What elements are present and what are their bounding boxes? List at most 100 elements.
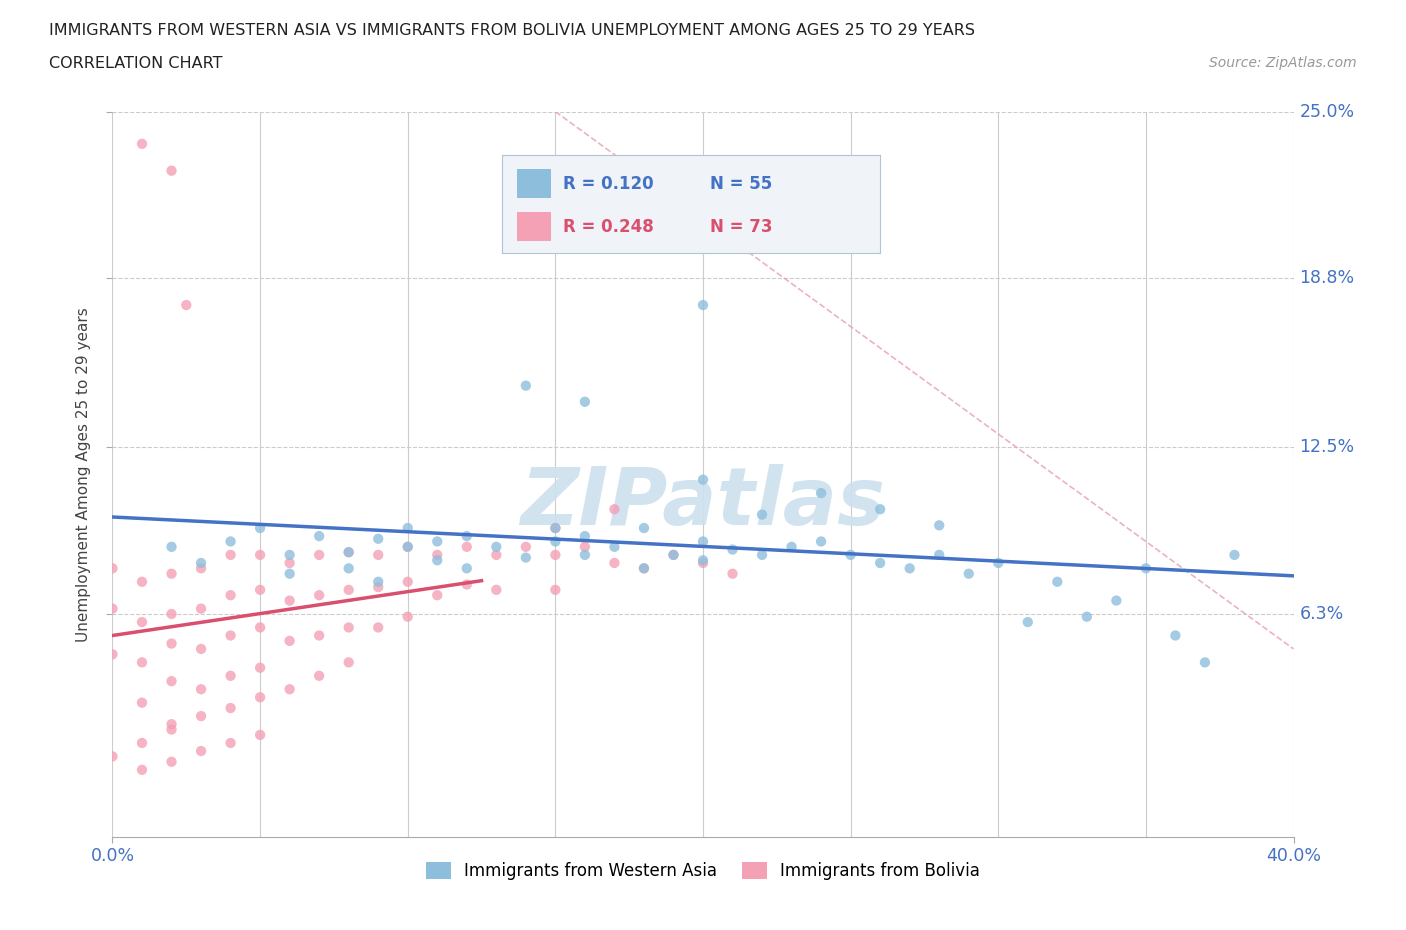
Point [633, 561, 655, 576]
Point [396, 521, 419, 536]
Point [160, 539, 183, 554]
Point [249, 727, 271, 742]
Point [160, 636, 183, 651]
Point [174, 298, 197, 312]
Point [337, 561, 360, 576]
Point [426, 588, 449, 603]
Point [249, 690, 271, 705]
Point [544, 521, 567, 536]
Y-axis label: Unemployment Among Ages 25 to 29 years: Unemployment Among Ages 25 to 29 years [76, 307, 91, 642]
Point [278, 633, 301, 648]
Point [544, 521, 567, 536]
Point [278, 682, 301, 697]
Point [308, 628, 330, 643]
Point [869, 555, 891, 570]
Point [219, 669, 242, 684]
Point [219, 588, 242, 603]
Point [396, 539, 419, 554]
Point [1105, 593, 1128, 608]
Point [692, 555, 714, 570]
Point [396, 539, 419, 554]
Point [692, 472, 714, 487]
Point [190, 601, 212, 616]
Point [603, 539, 626, 554]
Point [160, 722, 183, 737]
Point [692, 298, 714, 312]
Point [308, 528, 330, 543]
Text: 6.3%: 6.3% [1299, 605, 1344, 623]
Text: IMMIGRANTS FROM WESTERN ASIA VS IMMIGRANTS FROM BOLIVIA UNEMPLOYMENT AMONG AGES : IMMIGRANTS FROM WESTERN ASIA VS IMMIGRAN… [49, 23, 976, 38]
Point [426, 552, 449, 567]
Point [160, 164, 183, 179]
Point [810, 534, 832, 549]
Point [574, 539, 596, 554]
Point [1164, 628, 1187, 643]
Point [928, 518, 950, 533]
Point [367, 531, 389, 546]
Point [131, 575, 153, 590]
Point [485, 548, 508, 563]
Point [278, 548, 301, 563]
Point [160, 606, 183, 621]
Point [367, 579, 389, 594]
Point [101, 601, 124, 616]
Point [160, 673, 183, 688]
Point [308, 669, 330, 684]
Text: Source: ZipAtlas.com: Source: ZipAtlas.com [1209, 56, 1357, 70]
Point [1046, 575, 1069, 590]
Text: 12.5%: 12.5% [1299, 438, 1354, 457]
Point [485, 539, 508, 554]
Text: 25.0%: 25.0% [1299, 102, 1354, 121]
Point [456, 528, 478, 543]
Point [308, 548, 330, 563]
Point [160, 754, 183, 769]
Point [131, 137, 153, 152]
Point [928, 548, 950, 563]
Point [131, 655, 153, 670]
Point [131, 615, 153, 630]
Point [190, 561, 212, 576]
Point [101, 561, 124, 576]
Point [1135, 561, 1157, 576]
Point [456, 561, 478, 576]
Point [278, 555, 301, 570]
Point [190, 555, 212, 570]
Point [337, 545, 360, 560]
Point [603, 555, 626, 570]
Point [249, 548, 271, 563]
Point [810, 485, 832, 500]
Point [249, 582, 271, 597]
Point [219, 700, 242, 715]
Point [721, 566, 744, 581]
Point [515, 379, 537, 393]
Point [396, 609, 419, 624]
Point [898, 561, 921, 576]
Point [633, 561, 655, 576]
Point [1017, 615, 1039, 630]
Point [1194, 655, 1216, 670]
Point [692, 534, 714, 549]
Point [751, 548, 773, 563]
Point [574, 528, 596, 543]
Point [396, 575, 419, 590]
Legend: Immigrants from Western Asia, Immigrants from Bolivia: Immigrants from Western Asia, Immigrants… [419, 856, 987, 886]
Point [278, 566, 301, 581]
Point [190, 709, 212, 724]
Point [337, 582, 360, 597]
Point [219, 534, 242, 549]
Text: CORRELATION CHART: CORRELATION CHART [49, 56, 222, 71]
Point [662, 548, 685, 563]
Point [131, 736, 153, 751]
Point [160, 717, 183, 732]
Point [1223, 548, 1246, 563]
Point [1076, 609, 1098, 624]
Point [751, 507, 773, 522]
Point [780, 539, 803, 554]
Point [603, 502, 626, 517]
Text: 18.8%: 18.8% [1299, 269, 1354, 287]
Point [987, 555, 1010, 570]
Text: ZIPatlas: ZIPatlas [520, 464, 886, 542]
Point [190, 744, 212, 759]
Point [839, 548, 862, 563]
Point [426, 534, 449, 549]
